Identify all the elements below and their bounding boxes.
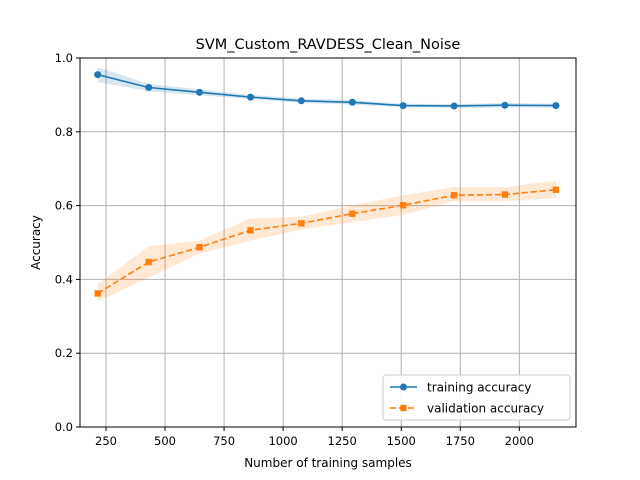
series-1-point-5: [349, 210, 356, 217]
series-1-point-7: [450, 192, 458, 199]
y-tick-label-2: 0.4: [55, 272, 73, 286]
series-line-1: [97, 188, 556, 295]
legend: training accuracy validation accuracy: [382, 374, 571, 421]
x-axis-label: Number of training samples: [244, 456, 412, 470]
chart-title: SVM_Custom_RAVDESS_Clean_Noise: [196, 37, 461, 53]
series-1-point-9: [552, 186, 560, 193]
y-axis-label: Accuracy: [29, 215, 43, 270]
series-0-point-0: [94, 71, 102, 79]
series-0-point-8: [501, 101, 509, 109]
legend-box: [382, 374, 571, 421]
series-0-point-2: [196, 88, 204, 96]
x-tick-label-5: 1500: [387, 434, 416, 448]
band-0: [97, 67, 556, 108]
axis-ticks: 250 500 750 1000 1250 1500 1750 2000 0.0 0.2 0.4 0.…: [55, 51, 534, 448]
x-tick-label-3: 1000: [268, 434, 297, 448]
series-0-point-4: [297, 97, 305, 105]
y-tick-label-0: 0.0: [55, 420, 73, 434]
series-0-point-5: [348, 98, 356, 106]
y-tick-label-3: 0.6: [55, 199, 73, 213]
legend-label-1: validation accuracy: [427, 402, 544, 416]
series-1-point-8: [501, 191, 509, 198]
series-1-point-3: [247, 227, 254, 234]
plot-frame: [79, 57, 577, 428]
y-tick-label-5: 1.0: [55, 51, 73, 65]
series: [94, 71, 560, 297]
band-1: [97, 180, 556, 302]
series-0-point-1: [145, 84, 153, 92]
x-tick-label-6: 1750: [446, 434, 475, 448]
confidence-bands: [97, 67, 556, 302]
x-tick-label-1: 500: [154, 434, 176, 448]
legend-label-0: training accuracy: [427, 381, 531, 395]
x-tick-label-2: 750: [213, 434, 235, 448]
series-0-point-3: [247, 93, 255, 101]
series-0-point-7: [450, 102, 458, 110]
x-tick-label-0: 250: [95, 434, 117, 448]
series-1-point-2: [196, 244, 203, 251]
series-0-point-6: [399, 102, 407, 110]
legend-marker-1: [400, 404, 407, 412]
x-tick-label-4: 1250: [328, 434, 357, 448]
y-tick-label-4: 0.8: [55, 125, 73, 139]
series-line-0: [97, 73, 556, 107]
series-1-point-4: [298, 220, 305, 227]
y-tick-label-1: 0.2: [55, 346, 73, 360]
legend-marker-0: [400, 383, 407, 391]
series-1-point-6: [399, 202, 407, 209]
x-tick-label-7: 2000: [505, 434, 534, 448]
series-0-point-9: [552, 102, 560, 110]
series-1-point-0: [94, 290, 101, 297]
series-1-point-1: [145, 258, 152, 266]
